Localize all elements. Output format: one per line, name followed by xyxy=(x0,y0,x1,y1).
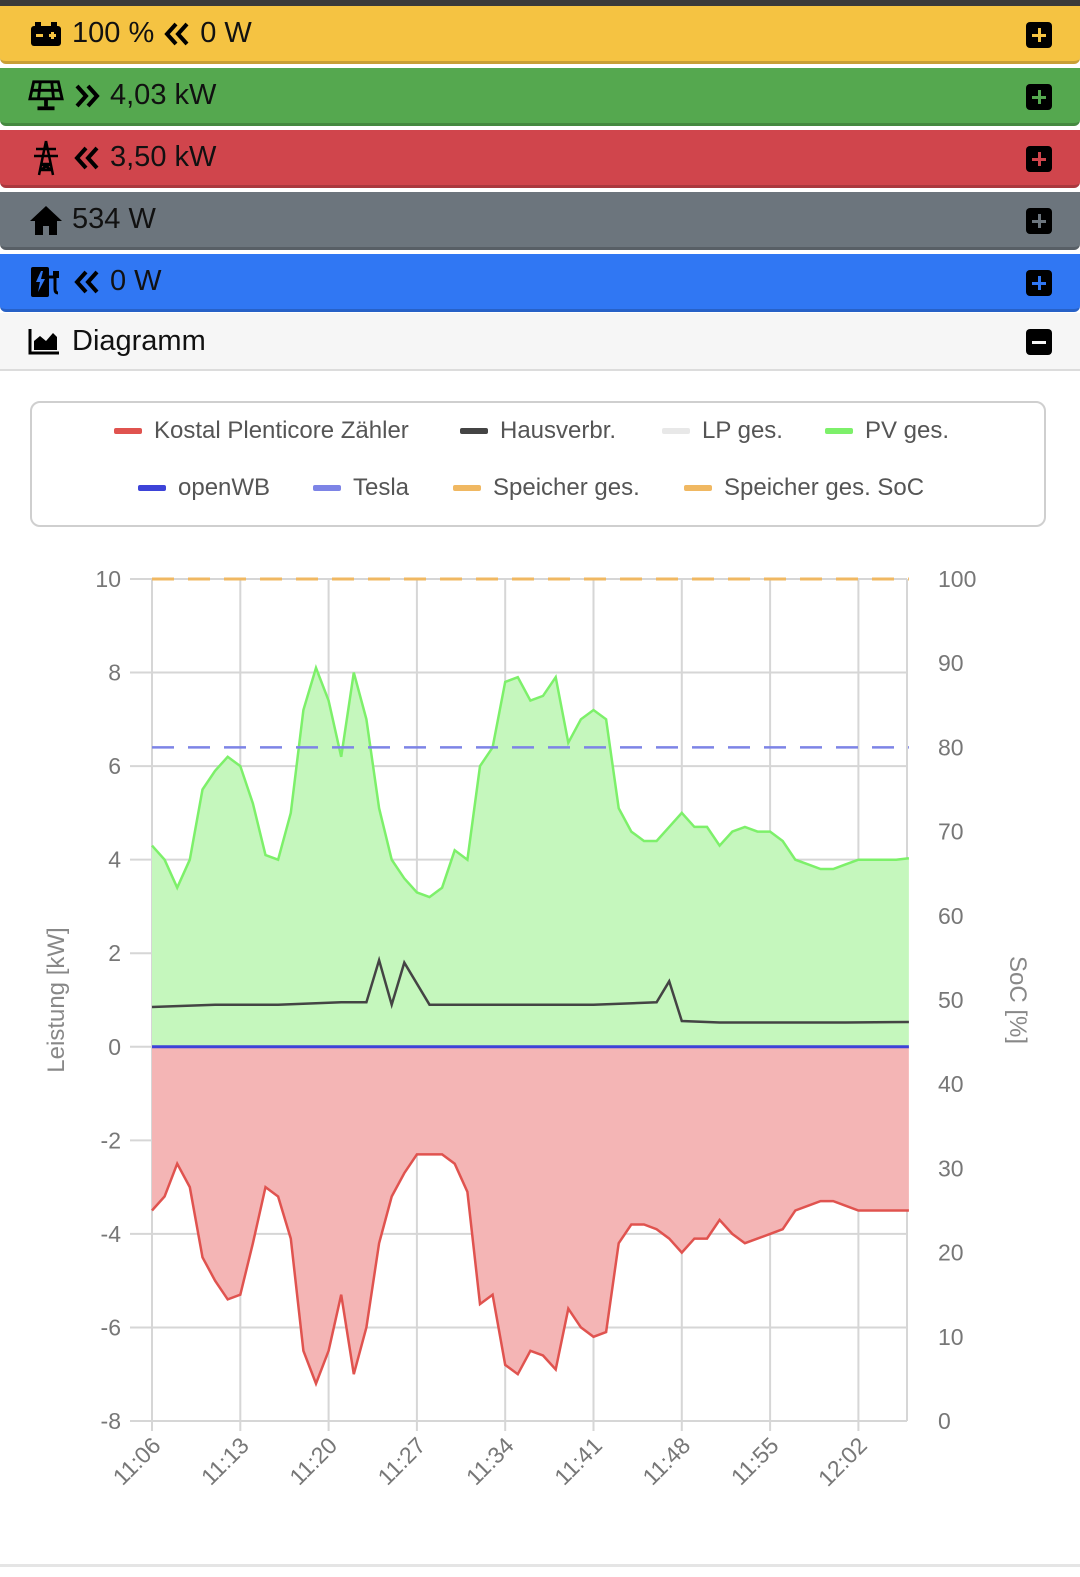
power-chart: 1086420-2-4-6-8100908070605040302010011:… xyxy=(43,566,1031,1491)
y-axis-title: Leistung [kW] xyxy=(43,927,70,1072)
battery-icon xyxy=(28,16,64,52)
x-tick-label: 11:20 xyxy=(284,1432,342,1490)
legend-swatch xyxy=(453,485,481,491)
chevrons-left-icon xyxy=(72,267,102,297)
grid-power: 3,50 kW xyxy=(110,141,217,173)
charge-power: 0 W xyxy=(110,265,162,297)
x-tick-label: 11:06 xyxy=(108,1432,166,1490)
chart-areas xyxy=(152,667,909,1384)
grid-area xyxy=(152,1046,909,1384)
pv-power: 4,03 kW xyxy=(110,79,217,111)
legend-item-speicher[interactable]: Speicher ges. xyxy=(453,474,640,502)
legend-swatch xyxy=(825,428,853,434)
x-tick-label: 11:55 xyxy=(726,1432,784,1490)
legend-label: Speicher ges. SoC xyxy=(724,474,925,501)
diagram-title: Diagramm xyxy=(72,324,206,357)
y-tick-label: 0 xyxy=(108,1034,121,1060)
y2-tick-label: 10 xyxy=(938,1324,964,1350)
y2-tick-label: 80 xyxy=(938,734,964,760)
y2-tick-label: 40 xyxy=(938,1071,964,1097)
y-tick-label: -6 xyxy=(101,1314,121,1340)
y-tick-label: 2 xyxy=(108,940,121,966)
home-icon xyxy=(28,202,64,238)
x-tick-label: 12:02 xyxy=(813,1432,872,1491)
solar-panel-icon xyxy=(28,78,64,114)
legend-label: Hausverbr. xyxy=(500,417,617,444)
legend-item-speicher-soc[interactable]: Speicher ges. SoC xyxy=(684,474,924,502)
y-tick-label: 10 xyxy=(95,566,121,592)
legend-label: openWB xyxy=(178,474,271,501)
expand-house-button[interactable] xyxy=(1026,208,1052,234)
legend-swatch xyxy=(313,485,341,491)
x-tick-label: 11:34 xyxy=(461,1432,519,1490)
legend-swatch xyxy=(138,485,166,491)
chevrons-left-icon xyxy=(162,19,192,49)
expand-pv-button[interactable] xyxy=(1026,84,1052,110)
chart-legend: Kostal Plenticore Zähler Hausverbr. LP g… xyxy=(30,401,1046,527)
grid-row[interactable]: 3,50 kW xyxy=(0,130,1080,188)
collapse-diagram-button[interactable] xyxy=(1026,329,1052,355)
expand-grid-button[interactable] xyxy=(1026,146,1052,172)
legend-item-pv[interactable]: PV ges. xyxy=(825,417,949,445)
y-tick-label: -4 xyxy=(101,1221,122,1247)
legend-item-lp[interactable]: LP ges. xyxy=(662,417,783,445)
house-row[interactable]: 534 W xyxy=(0,192,1080,250)
expand-charge-button[interactable] xyxy=(1026,270,1052,296)
y-tick-label: 4 xyxy=(108,847,121,873)
legend-item-tesla[interactable]: Tesla xyxy=(313,474,409,502)
battery-power: 0 W xyxy=(200,17,252,49)
y2-axis-title: SoC [%] xyxy=(1004,956,1031,1044)
diagram-header[interactable]: Diagramm xyxy=(0,313,1080,371)
y2-tick-label: 60 xyxy=(938,903,964,929)
house-power: 534 W xyxy=(72,203,156,235)
chart-lines xyxy=(151,577,910,1388)
legend-label: Kostal Plenticore Zähler xyxy=(154,417,409,444)
x-tick-label: 11:41 xyxy=(549,1432,607,1490)
page-bottom-border xyxy=(0,1564,1080,1567)
legend-swatch xyxy=(662,428,690,434)
power-tower-icon xyxy=(28,140,64,176)
y2-tick-label: 100 xyxy=(938,566,976,592)
legend-label: Tesla xyxy=(353,474,410,501)
legend-label: PV ges. xyxy=(865,417,950,444)
y2-tick-label: 20 xyxy=(938,1240,964,1266)
legend-label: Speicher ges. xyxy=(493,474,640,501)
chevrons-left-icon xyxy=(72,143,102,173)
y2-tick-label: 90 xyxy=(938,650,964,676)
pv-row[interactable]: 4,03 kW xyxy=(0,68,1080,126)
y-tick-label: 8 xyxy=(108,660,121,686)
pv-area xyxy=(152,667,909,1047)
battery-row[interactable]: 100 % 0 W xyxy=(0,6,1080,64)
y2-tick-label: 0 xyxy=(938,1408,951,1434)
legend-swatch xyxy=(114,428,142,434)
y-tick-label: -8 xyxy=(101,1408,121,1434)
legend-item-openwb[interactable]: openWB xyxy=(138,474,270,502)
y2-tick-label: 50 xyxy=(938,987,964,1013)
y2-tick-label: 30 xyxy=(938,1155,964,1181)
legend-swatch xyxy=(684,485,712,491)
y-tick-label: -2 xyxy=(101,1127,121,1153)
expand-battery-button[interactable] xyxy=(1026,22,1052,48)
x-tick-label: 11:13 xyxy=(196,1432,254,1490)
pv-line xyxy=(151,664,910,899)
x-tick-label: 11:27 xyxy=(373,1432,431,1490)
chevrons-right-icon xyxy=(72,81,102,111)
house-line xyxy=(151,955,909,1024)
charging-station-icon xyxy=(28,264,64,300)
grid-line xyxy=(151,1153,909,1388)
top-edge xyxy=(0,0,1080,6)
charge-row[interactable]: 0 W xyxy=(0,254,1080,312)
legend-swatch xyxy=(460,428,488,434)
x-tick-label: 11:48 xyxy=(637,1432,695,1490)
legend-item-hausverbr[interactable]: Hausverbr. xyxy=(460,417,616,445)
legend-label: LP ges. xyxy=(702,417,783,444)
battery-soc: 100 % xyxy=(72,17,155,49)
y2-tick-label: 70 xyxy=(938,819,964,845)
area-chart-icon xyxy=(28,323,64,359)
legend-item-kostal[interactable]: Kostal Plenticore Zähler xyxy=(114,417,409,445)
y-tick-label: 6 xyxy=(108,753,121,779)
